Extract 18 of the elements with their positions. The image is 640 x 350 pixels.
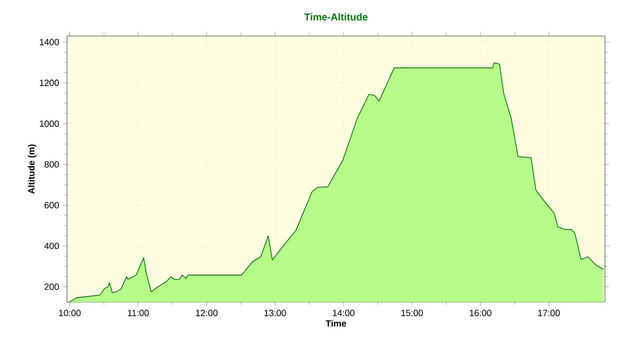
x-tick-label: 13:00	[264, 310, 286, 316]
y-tick-label: 200	[44, 284, 59, 290]
chart-title: Time-Altitude	[304, 13, 368, 20]
y-axis-title: Altitude (m)	[28, 144, 36, 194]
y-tick-label: 1200	[40, 80, 59, 86]
y-tick-label: 600	[44, 202, 59, 208]
x-tick-label: 17:00	[538, 310, 560, 316]
x-tick-label: 16:00	[470, 310, 492, 316]
x-tick-label: 11:00	[128, 310, 149, 316]
x-tick-label: 15:00	[401, 310, 423, 316]
x-tick-label: 10:00	[59, 310, 81, 316]
x-axis-title: Time	[326, 320, 346, 327]
y-tick-label: 800	[44, 161, 59, 168]
y-tick-label: 1400	[40, 38, 59, 46]
y-tick-label: 1000	[40, 120, 59, 127]
x-tick-label: 12:00	[196, 310, 218, 316]
y-tick-label: 400	[44, 242, 59, 250]
x-tick-label: 14:00	[332, 310, 354, 316]
